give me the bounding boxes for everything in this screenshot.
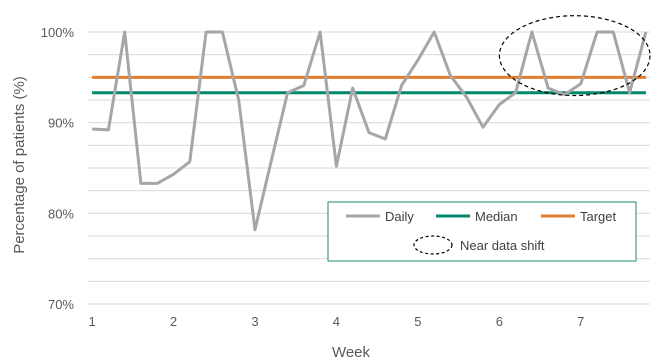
- x-tick-label: 2: [170, 314, 177, 329]
- legend-swatch-near-data-shift: [413, 235, 453, 255]
- x-tick-label: 3: [251, 314, 258, 329]
- x-axis-title: Week: [332, 344, 371, 361]
- y-axis-title: Percentage of patients (%): [11, 76, 28, 254]
- daily-series-line: [92, 30, 648, 232]
- legend-label-target: Target: [580, 209, 617, 224]
- legend-label-median: Median: [475, 209, 518, 224]
- legend: Daily Median Target Near data shift: [327, 201, 637, 262]
- legend-box: [327, 201, 637, 262]
- y-tick-label: 100%: [41, 25, 75, 40]
- y-tick-labels: 70% 80% 90% 100%: [41, 25, 75, 312]
- legend-label-near-data-shift: Near data shift: [460, 238, 545, 253]
- near-data-shift-ellipse: [498, 15, 651, 97]
- x-tick-label: 1: [88, 314, 95, 329]
- x-tick-label: 7: [577, 314, 584, 329]
- y-tick-label: 70%: [48, 297, 74, 312]
- x-tick-label: 4: [333, 314, 340, 329]
- x-tick-labels: 1 2 3 4 5 6 7: [88, 314, 584, 329]
- x-tick-label: 5: [414, 314, 421, 329]
- x-tick-label: 6: [496, 314, 503, 329]
- y-tick-label: 80%: [48, 206, 74, 221]
- gridlines: [88, 31, 650, 305]
- y-tick-label: 90%: [48, 116, 74, 131]
- legend-label-daily: Daily: [385, 209, 414, 224]
